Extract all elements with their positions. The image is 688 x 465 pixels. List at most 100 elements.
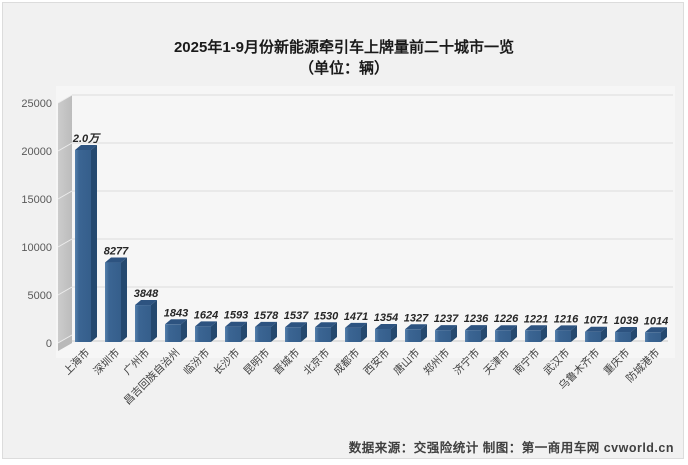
bar-side — [301, 322, 307, 342]
bar — [525, 330, 541, 342]
bar-value-label: 8277 — [104, 246, 129, 258]
bar — [195, 326, 211, 342]
bar-side — [421, 324, 427, 342]
bar — [495, 330, 511, 342]
chart-title-line1: 2025年1-9月份新能源牵引车上牌量前二十城市一览 — [173, 39, 515, 56]
y-tick-label: 15000 — [21, 194, 52, 206]
bar-value-label: 1237 — [434, 313, 459, 325]
bar-side — [451, 325, 457, 342]
bar-value-label: 1578 — [254, 310, 279, 322]
bar — [285, 327, 301, 342]
bar-side — [631, 327, 637, 342]
bar — [255, 326, 271, 342]
bar-value-label: 1537 — [284, 310, 309, 322]
y-tick-label: 20000 — [21, 146, 52, 158]
y-tick-label: 10000 — [21, 242, 52, 254]
bar-top — [165, 319, 187, 325]
bar — [315, 327, 331, 342]
bar — [135, 305, 151, 342]
bar-top — [615, 327, 637, 333]
bar — [75, 150, 91, 342]
source-note: 数据来源：交强险统计 制图：第一商用车网 cvworld.cn — [348, 441, 674, 455]
bar-value-label: 1039 — [614, 315, 639, 327]
bar-top — [285, 322, 307, 328]
bar-side — [331, 322, 337, 342]
bar-top — [75, 145, 97, 150]
bar-value-label: 1014 — [644, 315, 668, 327]
bar-side — [661, 327, 667, 342]
floor-side — [58, 335, 72, 351]
bar-side — [511, 325, 517, 342]
wall-tick-line — [57, 190, 73, 200]
bar-side — [211, 321, 217, 342]
bar-top — [315, 322, 337, 328]
bar-value-label: 1226 — [494, 313, 519, 325]
bar-top — [645, 327, 667, 333]
bar-side — [361, 322, 367, 342]
bar-top — [135, 300, 157, 306]
bar-top — [555, 325, 577, 331]
bar-top — [375, 324, 397, 330]
bar-top — [195, 321, 217, 327]
bar — [225, 326, 241, 342]
bar — [435, 330, 451, 342]
bar-top — [225, 321, 247, 327]
bar — [555, 330, 571, 342]
chart-title-line2: （单位：辆） — [298, 60, 389, 77]
bar — [585, 331, 601, 342]
bar-top — [255, 321, 277, 327]
wall-tick-line — [57, 238, 73, 248]
y-tick-label: 0 — [46, 338, 52, 350]
bar — [405, 329, 421, 342]
axis-wall — [58, 95, 72, 351]
bar-side — [541, 325, 547, 342]
wall-tick-line — [57, 94, 73, 104]
bar-value-label: 1530 — [314, 310, 339, 322]
bar-value-label: 1471 — [344, 311, 368, 323]
bar-top — [105, 257, 127, 263]
chart-title: 2025年1-9月份新能源牵引车上牌量前二十城市一览 （单位：辆） — [0, 37, 688, 79]
bar — [465, 330, 481, 342]
y-tick-label: 25000 — [21, 98, 52, 110]
bar — [375, 329, 391, 342]
bar-top — [405, 324, 427, 330]
bar-value-label: 1354 — [374, 312, 398, 324]
bar-side — [151, 300, 157, 342]
bar — [645, 332, 661, 342]
bar-value-label: 3848 — [134, 288, 159, 300]
bar-side — [91, 145, 97, 342]
bar-value-label: 1221 — [524, 313, 548, 325]
bar-top — [345, 322, 367, 328]
plot-area — [56, 86, 675, 358]
bar-side — [601, 326, 607, 342]
bar-side — [481, 325, 487, 342]
bar-side — [181, 319, 187, 342]
bar-side — [571, 325, 577, 342]
bar-side — [271, 321, 277, 342]
bar-value-label: 1593 — [224, 310, 248, 322]
bar-value-label: 1216 — [554, 313, 579, 325]
y-tick-label: 5000 — [28, 290, 52, 302]
bar-side — [391, 324, 397, 342]
bar-value-label: 1327 — [404, 312, 429, 324]
bar-top — [435, 325, 457, 331]
bar — [345, 327, 361, 342]
bar — [615, 332, 631, 342]
bar-value-label: 1236 — [464, 313, 489, 325]
wall-tick-line — [57, 334, 73, 344]
bar-value-label: 2.0万 — [72, 133, 101, 145]
bar-top — [525, 325, 547, 331]
bar-top — [495, 325, 517, 331]
bar-value-label: 1071 — [584, 315, 608, 327]
bar-value-label: 1624 — [194, 309, 218, 321]
bar-side — [241, 321, 247, 342]
bar-value-label: 1843 — [164, 307, 188, 319]
wall-tick-line — [57, 142, 73, 152]
bar-top — [465, 325, 487, 331]
bar — [165, 324, 181, 342]
bar — [105, 262, 121, 342]
bar-top — [585, 326, 607, 332]
wall-tick-line — [57, 286, 73, 296]
bar-side — [121, 257, 127, 342]
